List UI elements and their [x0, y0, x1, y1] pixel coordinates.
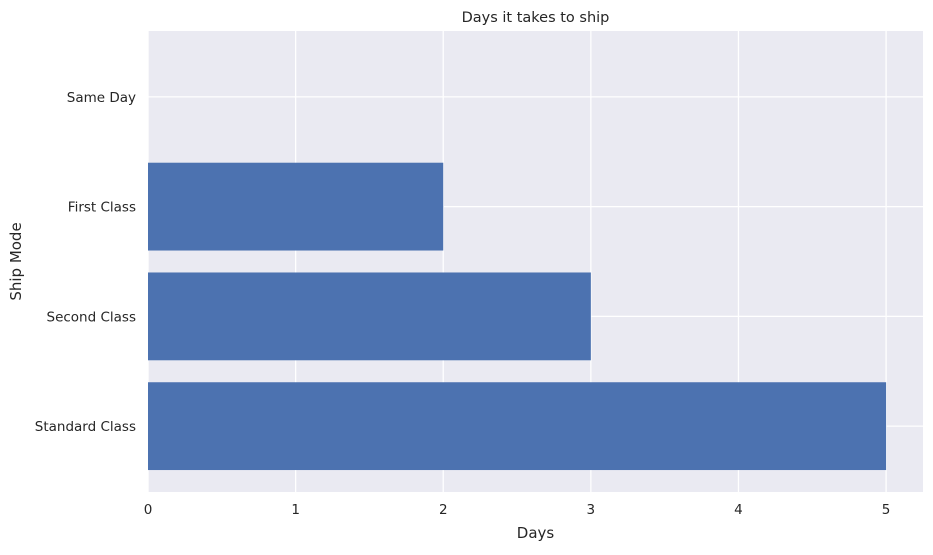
bars [148, 162, 887, 471]
y-tick-label: Second Class [47, 309, 137, 325]
x-tick-label: 5 [882, 502, 891, 518]
x-tick-label: 3 [587, 502, 596, 518]
bar [148, 162, 444, 251]
x-tick-label: 1 [291, 502, 300, 518]
chart-title: Days it takes to ship [462, 10, 610, 26]
x-tick-label: 0 [144, 502, 153, 518]
bar [148, 382, 887, 471]
y-tick-labels: Standard Class Second Class First Class Sam… [35, 90, 136, 435]
x-tick-labels: 0 1 2 3 4 5 [144, 502, 891, 518]
x-axis-label: Days [517, 524, 555, 542]
y-tick-label: First Class [68, 200, 136, 216]
y-tick-label: Standard Class [35, 419, 136, 435]
y-axis-label: Ship Mode [7, 222, 25, 300]
x-tick-label: 2 [439, 502, 448, 518]
x-tick-label: 4 [734, 502, 743, 518]
y-tick-label: Same Day [67, 90, 136, 106]
bar [148, 272, 591, 361]
